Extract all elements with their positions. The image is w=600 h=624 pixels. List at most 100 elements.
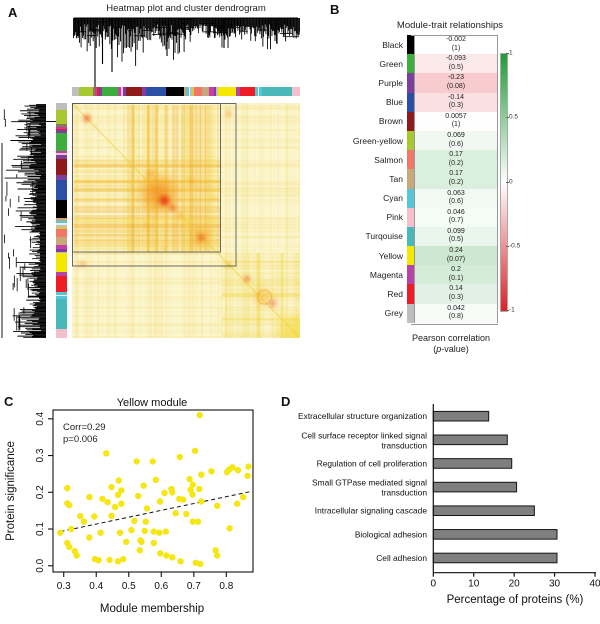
correlation-value: 0.14 — [449, 285, 463, 293]
table-caption: Pearson correlation (p-value) — [384, 333, 518, 355]
scatter-point — [187, 486, 194, 493]
p-value: (0.1) — [448, 274, 464, 282]
scatter-y-tick: 0.1 — [35, 522, 46, 536]
correlation-value: 0.17 — [449, 170, 463, 178]
module-band-segment — [56, 155, 67, 159]
correlation-cell: 0.063 (0.6) — [414, 188, 498, 208]
module-band-segment — [56, 150, 67, 154]
module-color-swatch — [407, 284, 414, 304]
module-band-segment — [257, 87, 259, 96]
module-trait-row: Black -0.002 (1) — [330, 35, 498, 55]
module-band-segment — [291, 87, 300, 96]
correlation-value: 0.099 — [447, 227, 465, 235]
scatter-point — [163, 552, 170, 559]
scatter-x-tick: 0.8 — [219, 581, 233, 592]
tom-heatmap — [72, 103, 300, 338]
module-band-segment — [56, 272, 67, 276]
scatter-point — [212, 547, 219, 554]
scatter-point — [245, 463, 252, 470]
scatter-point — [136, 547, 143, 554]
scatter-point — [73, 552, 80, 559]
module-name-label: Purple — [378, 77, 403, 88]
colorbar-tick-mark — [506, 53, 509, 54]
scatter-point — [86, 493, 93, 501]
module-trait-row: Turqouise 0.099 (0.5) — [330, 226, 498, 247]
panel-c-letter: C — [4, 394, 14, 409]
scatter-plot-area: 0.3 0.4 0.5 0.6 0.7 0.8 0.0 0.1 0.2 0.3 0.4 — [35, 409, 254, 592]
bar-x-tick: 20 — [509, 579, 521, 590]
module-band-segment — [186, 87, 189, 96]
module-name-label: Salmon — [374, 154, 403, 165]
scatter-point — [152, 476, 159, 483]
scatter-point — [143, 505, 151, 512]
scatter-point — [226, 525, 233, 532]
scatter-point — [194, 518, 202, 525]
colorbar-tick-mark — [506, 310, 509, 311]
p-value: (0.6) — [448, 140, 464, 148]
module-name-label: Cyan — [383, 193, 403, 204]
module-name-label: Grey — [384, 308, 403, 319]
scatter-point — [97, 529, 104, 536]
module-trait-row: Blue -0.14 (0.3) — [330, 92, 498, 112]
p-value: (1) — [451, 121, 461, 129]
module-band-segment — [183, 87, 187, 96]
scatter-point — [138, 538, 145, 546]
module-band-segment — [188, 87, 190, 96]
colorbar-tick-label: 0 — [509, 178, 513, 185]
module-color-swatch — [407, 111, 414, 131]
p-value: (0.3) — [448, 294, 464, 302]
scatter-point — [186, 475, 193, 483]
module-band-segment — [217, 87, 237, 96]
module-color-swatch — [407, 303, 414, 323]
module-band-segment — [213, 87, 217, 96]
module-band-segment — [56, 126, 67, 129]
scatter-point — [183, 510, 190, 518]
scatter-point — [116, 529, 124, 536]
scatter-title: Yellow module — [117, 397, 188, 409]
bar-xlabel: Percentage of proteins (%) — [447, 594, 584, 606]
module-band-segment — [120, 87, 123, 96]
module-color-swatch — [407, 150, 414, 170]
module-name-label: Brown — [378, 116, 403, 127]
bar — [432, 529, 558, 540]
scatter-point — [176, 453, 183, 461]
bar-category-label: Cell surface receptor linked signal — [301, 430, 427, 440]
colorbar-tick-label: 0.5 — [509, 113, 519, 121]
bar-category-label: Biological adhesion — [355, 529, 428, 539]
scatter-point — [99, 495, 106, 503]
scatter-point — [177, 558, 184, 565]
module-trait-row: Purple -0.23 (0.08) — [330, 73, 498, 93]
scatter-point — [131, 517, 138, 525]
module-band-segment — [56, 128, 67, 131]
module-band-segment — [56, 329, 67, 339]
bar-category-label: transduction — [381, 488, 427, 498]
scatter-point — [189, 491, 196, 498]
correlation-cell: 0.14 (0.3) — [414, 284, 498, 304]
bar — [432, 410, 490, 422]
correlation-cell: -0.002 (1) — [414, 35, 498, 55]
scatter-point — [140, 482, 147, 489]
module-trait-row: Green-yellow 0.069 (0.6) — [330, 130, 498, 151]
correlation-cell: 0.24 (0.07) — [414, 246, 498, 266]
module-band-segment — [239, 87, 256, 96]
module-name-label: Yellow — [378, 250, 403, 261]
correlation-cell: 0.042 (0.8) — [414, 303, 498, 323]
module-name-label: Blue — [385, 97, 403, 108]
scatter-point — [80, 518, 88, 525]
module-color-swatch — [407, 130, 414, 151]
module-band-segment — [56, 237, 67, 245]
module-name-label: Green-yellow — [352, 135, 403, 146]
correlation-cell: 0.17 (0.2) — [414, 150, 498, 170]
module-band-segment — [56, 179, 67, 200]
scatter-pvalue-annotation: p=0.006 — [63, 434, 98, 445]
module-color-swatch — [407, 73, 414, 93]
correlation-value: -0.14 — [448, 93, 464, 101]
correlation-value: 0.0057 — [445, 112, 467, 120]
scatter-point — [197, 560, 204, 568]
bar — [432, 434, 508, 446]
correlation-value: 0.17 — [449, 151, 463, 159]
module-color-swatch — [407, 92, 414, 112]
bar-category-label: Cell adhesion — [376, 553, 427, 563]
bar-category-label: Extracellular structure organization — [298, 411, 427, 421]
module-trait-row: Red 0.14 (0.3) — [330, 284, 498, 304]
